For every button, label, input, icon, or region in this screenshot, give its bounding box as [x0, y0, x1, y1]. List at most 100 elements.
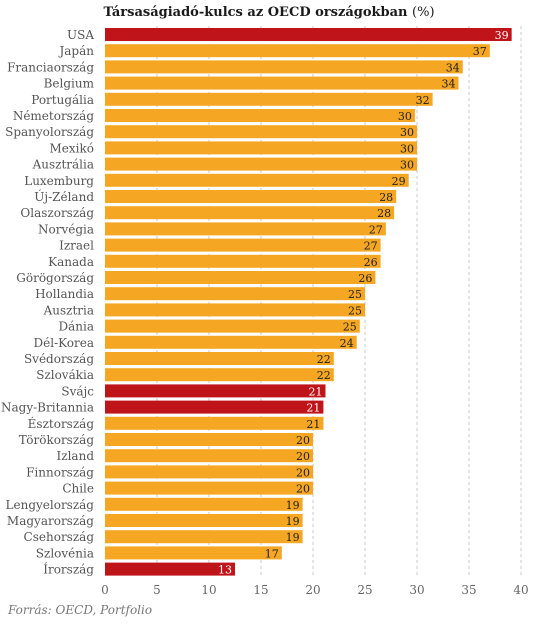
- value-label: 26: [358, 272, 372, 285]
- value-label: 24: [340, 337, 354, 350]
- bar: [105, 481, 313, 495]
- category-label: Mexikó: [50, 141, 95, 155]
- bar: [105, 287, 365, 301]
- value-label: 34: [446, 61, 460, 74]
- value-label: 19: [286, 515, 300, 528]
- category-label: Portugália: [31, 93, 94, 107]
- category-label: Ausztrália: [32, 158, 94, 172]
- value-labels: 39 37 34 34 32 30 30 30 30 29 28 28 27 27 26 26 25 25 25 24…: [218, 29, 509, 577]
- bar: [105, 44, 490, 58]
- gridlines: [156, 26, 522, 578]
- bar: [105, 384, 326, 398]
- x-tick-label: 40: [513, 583, 528, 597]
- x-axis-ticks: 0 5 10 15 20 25 30 35 40: [101, 583, 528, 597]
- value-label: 30: [400, 142, 414, 155]
- category-label: Svájc: [61, 384, 94, 398]
- value-label: 25: [348, 304, 362, 317]
- bar: [105, 465, 313, 479]
- category-label: Ausztria: [43, 303, 94, 317]
- bar: [105, 141, 417, 155]
- bar: [105, 352, 334, 365]
- category-label: Japán: [57, 44, 94, 58]
- category-label: Chile: [62, 482, 94, 496]
- bar: [105, 433, 313, 446]
- category-label: Izrael: [59, 239, 94, 253]
- value-label: 20: [296, 434, 310, 447]
- bar: [105, 28, 512, 41]
- bar: [105, 157, 417, 171]
- category-label: USA: [67, 28, 94, 42]
- bar: [105, 92, 433, 106]
- value-label: 34: [441, 78, 455, 91]
- value-label: 39: [495, 29, 509, 42]
- bar: [105, 546, 282, 560]
- category-label: Izland: [57, 449, 95, 463]
- value-label: 28: [377, 207, 391, 220]
- bar: [105, 449, 313, 463]
- value-label: 30: [398, 110, 412, 123]
- bar: [105, 416, 324, 430]
- category-label: Olaszország: [20, 206, 94, 220]
- category-label: Svédország: [24, 352, 94, 366]
- bar: [105, 60, 463, 74]
- bar: [105, 271, 376, 284]
- bar: [105, 368, 334, 382]
- category-label: Belgium: [44, 77, 95, 91]
- bar: [105, 190, 397, 203]
- value-label: 21: [308, 385, 322, 398]
- category-label: Új-Zéland: [34, 188, 94, 204]
- category-label: Franciaország: [7, 60, 94, 74]
- value-label: 25: [348, 288, 362, 301]
- bar: [105, 319, 360, 333]
- bar: [105, 76, 459, 90]
- bar: [105, 125, 417, 139]
- value-label: 21: [306, 402, 320, 415]
- bar: [105, 303, 365, 317]
- bar: [105, 530, 303, 544]
- bar: [105, 400, 324, 414]
- value-label: 19: [286, 499, 300, 512]
- bar: [105, 254, 381, 268]
- value-label: 29: [392, 175, 406, 188]
- value-label: 30: [400, 159, 414, 172]
- bar: [105, 562, 235, 576]
- value-label: 13: [218, 564, 232, 577]
- category-label: Dél-Korea: [34, 336, 94, 350]
- x-tick-label: 35: [461, 583, 476, 597]
- value-label: 32: [416, 94, 430, 107]
- bar: [105, 238, 381, 252]
- category-labels: USA Japán Franciaország Belgium Portugália Né…: [1, 28, 95, 577]
- bar: [105, 109, 415, 122]
- value-label: 22: [317, 369, 331, 382]
- category-label: Észtország: [28, 416, 95, 431]
- value-label: 17: [265, 547, 279, 560]
- category-label: Finnország: [26, 465, 94, 479]
- x-tick-label: 15: [253, 583, 268, 597]
- category-label: Luxemburg: [24, 174, 94, 188]
- bar: [105, 335, 357, 349]
- value-label: 28: [379, 191, 393, 204]
- value-label: 37: [473, 45, 487, 58]
- bars: [105, 28, 512, 576]
- value-label: 22: [317, 353, 331, 366]
- value-label: 20: [296, 483, 310, 496]
- category-label: Csehország: [24, 530, 95, 544]
- category-label: Németország: [13, 109, 95, 123]
- bar: [105, 173, 409, 187]
- chart-title: Társaságiadó-kulcs az OECD országokban (…: [103, 5, 434, 20]
- x-tick-label: 0: [101, 583, 109, 597]
- category-label: Görögország: [16, 271, 94, 285]
- bar: [105, 514, 303, 527]
- value-label: 27: [364, 240, 378, 253]
- category-label: Dánia: [59, 320, 95, 334]
- x-tick-label: 20: [305, 583, 320, 597]
- value-label: 26: [364, 256, 378, 269]
- bar: [105, 222, 386, 236]
- bar: [105, 206, 395, 220]
- category-label: Hollandia: [35, 287, 94, 301]
- category-label: Szlovákia: [36, 368, 94, 382]
- value-label: 19: [286, 531, 300, 544]
- category-label: Norvégia: [38, 222, 94, 236]
- category-label: Kanada: [48, 255, 94, 269]
- category-label: Törökország: [19, 433, 95, 447]
